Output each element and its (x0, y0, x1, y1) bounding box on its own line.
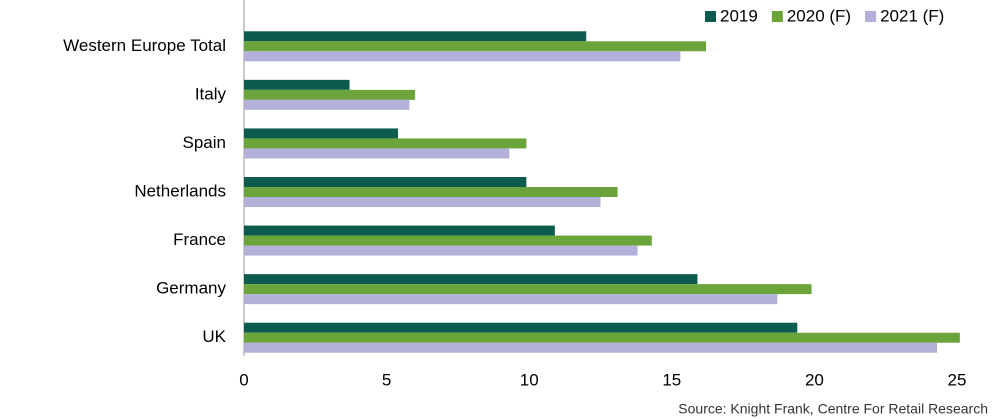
bar (244, 148, 510, 159)
y-tick-label: UK (202, 327, 226, 346)
bar (244, 177, 527, 187)
bar (244, 197, 601, 207)
bar (244, 79, 350, 90)
bar (244, 225, 555, 236)
legend-swatch (865, 11, 877, 22)
y-tick-label: Germany (156, 279, 226, 298)
x-tick-label: 5 (382, 370, 391, 389)
x-tick-label: 0 (239, 370, 248, 389)
bar (244, 274, 698, 285)
bar (244, 31, 587, 42)
y-tick-label: Italy (195, 84, 227, 103)
y-tick-label: France (173, 230, 226, 249)
y-tick-label: Netherlands (134, 181, 226, 200)
x-tick-label: 20 (805, 370, 824, 389)
legend-label: 2020 (F) (787, 6, 851, 25)
x-tick-label: 10 (520, 370, 539, 389)
x-tick-label: 25 (948, 370, 967, 389)
legend-swatch (771, 11, 783, 22)
y-tick-label: Spain (183, 133, 226, 152)
bar (244, 245, 638, 256)
bar (244, 332, 960, 343)
bar (244, 235, 652, 246)
bar (244, 128, 399, 139)
x-tick-label: 15 (662, 370, 681, 389)
legend-label: 2019 (720, 6, 758, 25)
bar (244, 89, 416, 100)
bar (244, 187, 618, 197)
bar (244, 41, 707, 52)
y-tick-label: Western Europe Total (63, 36, 226, 55)
bar (244, 284, 812, 295)
bar (244, 322, 798, 333)
source: Source: Knight Frank, Centre For Retail … (678, 401, 988, 417)
legend-swatch (705, 11, 716, 22)
bar (244, 138, 527, 149)
bar (244, 51, 681, 62)
bar (244, 99, 410, 110)
bar (244, 342, 938, 353)
bar (244, 294, 778, 305)
legend-label: 2021 (F) (880, 6, 944, 25)
